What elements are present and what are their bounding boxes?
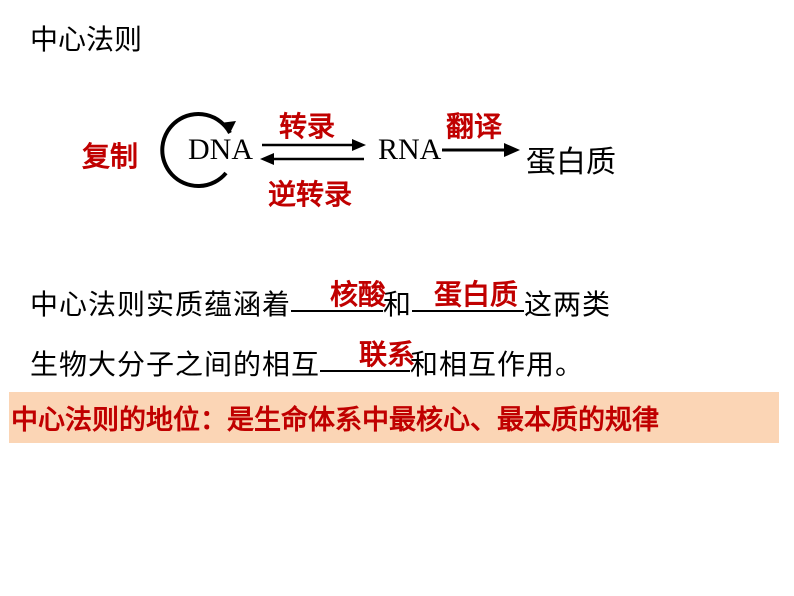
reverse-transcription-label: 逆转录 bbox=[268, 173, 352, 213]
paragraph-line-2: 生物大分子之间的相互 和相互作用。 bbox=[30, 338, 584, 391]
fill-1: 核酸 bbox=[330, 273, 386, 313]
fill-2: 蛋白质 bbox=[434, 273, 518, 313]
fill-3: 联系 bbox=[359, 333, 415, 373]
protein-label: 蛋白质 bbox=[526, 137, 616, 181]
page-title: 中心法则 bbox=[30, 18, 142, 58]
translation-arrow-icon bbox=[440, 141, 522, 159]
rna-label: RNA bbox=[378, 133, 441, 167]
p1-part3: 这两类 bbox=[524, 289, 611, 320]
replication-label: 复制 bbox=[82, 135, 138, 175]
central-dogma-diagram: 复制 DNA 转录 逆转录 RNA 翻译 蛋白质 bbox=[0, 95, 794, 215]
p2-part2: 和相互作用。 bbox=[410, 349, 584, 380]
dna-label: DNA bbox=[188, 133, 253, 167]
paragraph-line-1: 中心法则实质蕴涵着 和 这两类 bbox=[30, 278, 611, 331]
highlight-statement: 中心法则的地位：是生命体系中最核心、最本质的规律 bbox=[9, 392, 779, 443]
transcription-arrows-icon bbox=[258, 135, 368, 171]
p1-part1: 中心法则实质蕴涵着 bbox=[30, 289, 291, 320]
p1-part2: 和 bbox=[383, 289, 412, 320]
p2-part1: 生物大分子之间的相互 bbox=[30, 349, 320, 380]
translation-label: 翻译 bbox=[446, 105, 502, 145]
